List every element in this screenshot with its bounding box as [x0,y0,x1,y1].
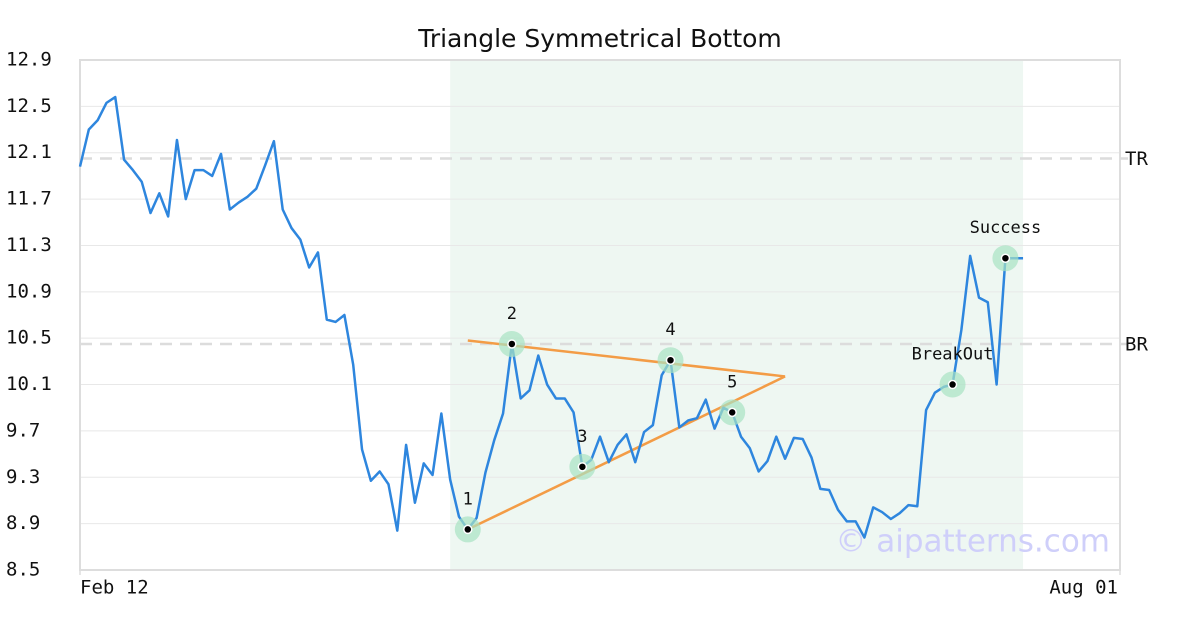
y-tick-label: 11.7 [6,188,52,210]
plot-frame [79,59,1121,571]
y-tick-label: 9.7 [6,419,40,441]
y-tick-label: 11.3 [6,234,52,256]
y-tick-label: 10.9 [6,280,52,302]
chart-title: Triangle Symmetrical Bottom [417,24,782,53]
annotation-label: 5 [727,372,737,392]
annotation-label: 1 [463,489,473,509]
annotation-point [665,355,676,365]
watermark: © aipatterns.com [835,524,1110,560]
y-tick-label: 8.9 [6,512,40,534]
y-tick-label: 8.5 [6,559,40,581]
annotation-label: BreakOut [912,345,994,365]
annotation-point [1000,253,1011,263]
x-tick-label: Aug 01 [1049,577,1118,599]
annotation-point [507,339,517,349]
annotation-label: 2 [507,304,517,324]
annotation-label: Success [970,218,1042,238]
annotation-point [463,524,473,535]
y-tick-label: 10.5 [6,327,52,349]
y-tick-label: 10.1 [6,373,52,395]
reference-label: BR [1125,333,1148,355]
annotation-point [577,462,588,472]
highlight-region [450,60,1024,570]
annotation-label: 4 [665,320,675,340]
y-tick-label: 12.1 [6,141,52,163]
y-tick-label: 9.3 [6,466,40,488]
annotation-point [727,407,737,418]
x-tick-label: Feb 12 [80,577,149,599]
reference-label: TR [1125,148,1148,170]
annotation-point [947,379,958,390]
y-tick-label: 12.9 [6,49,52,71]
annotation-label: 3 [577,427,587,447]
y-tick-label: 12.5 [6,95,52,117]
price-line [78,95,1024,539]
